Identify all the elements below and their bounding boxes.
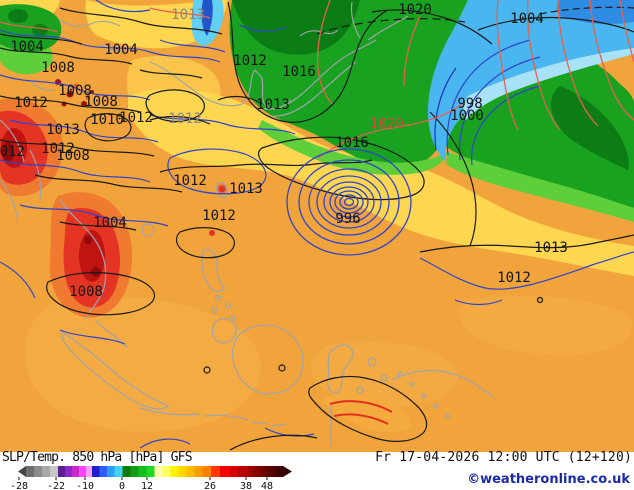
coastlines — [0, 1, 495, 446]
pressure-label-1020: 1020 — [370, 116, 404, 132]
colorbar-cell — [154, 466, 163, 477]
pressure-label-1012: 1012 — [14, 95, 48, 111]
colorbar-tick-label: -28 — [10, 481, 28, 490]
pressure-label-1012: 1012 — [202, 208, 236, 224]
pressure-label-1000: 1000 — [450, 108, 484, 124]
colorbar-cell — [211, 466, 220, 477]
colorbar-cell — [138, 466, 147, 477]
colorbar-cell — [261, 466, 268, 477]
colorbar-tick-mark — [84, 477, 86, 480]
colorbar-right-arrow — [283, 466, 292, 477]
colorbar-cell — [92, 466, 100, 477]
colorbar-cell — [229, 466, 238, 477]
colorbar-tick-mark — [121, 477, 123, 480]
colorbar-cell — [178, 466, 187, 477]
pressure-label-1012: 1012 — [0, 144, 25, 160]
pressure-label-1008: 1008 — [56, 148, 90, 164]
colorbar-cell — [268, 466, 276, 477]
colorbar-cell — [275, 466, 283, 477]
colorbar-tick-label: -10 — [76, 481, 94, 490]
pressure-label-996: 996 — [335, 211, 360, 227]
colorbar-tick-mark — [146, 477, 148, 480]
colorbar-ticks: -28 -22 -10 0 12 26 38 48 — [10, 477, 273, 490]
colorbar-tick-label: -22 — [47, 481, 65, 490]
pressure-label-1012: 1012 — [173, 173, 207, 189]
map-datetime: Fr 17-04-2026 12:00 UTC (12+120) — [375, 450, 632, 465]
copyright-link[interactable]: ©weatheronline.co.uk — [467, 472, 630, 487]
colorbar-tick-mark — [18, 477, 20, 480]
colorbar-cell — [79, 466, 86, 477]
colorbar-cell — [162, 466, 171, 477]
pressure-label-998: 998 — [457, 96, 482, 112]
colorbar-cell — [254, 466, 261, 477]
colorbar-cell — [65, 466, 72, 477]
pressure-label-1012: 1012 — [497, 270, 531, 286]
pressure-label-1012: 1012 — [119, 110, 153, 126]
pressure-label-1008: 1008 — [41, 60, 75, 76]
colorbar-tick-mark — [209, 477, 211, 480]
cyclone-center — [347, 200, 351, 204]
colorbar-cell — [122, 466, 131, 477]
colorbar-tick-label: 48 — [261, 481, 273, 490]
pressure-label-1013: 1013 — [229, 181, 263, 197]
pressure-label-1012: 1012 — [168, 111, 202, 127]
colorbar-cell — [238, 466, 247, 477]
colorbar-cell — [50, 466, 58, 477]
pressure-label-1008: 1008 — [69, 284, 103, 300]
colorbar-cell — [186, 466, 195, 477]
colorbar-cell — [99, 466, 107, 477]
colorbar-cell — [220, 466, 229, 477]
pressure-label-1004: 1004 — [10, 39, 44, 55]
pressure-label-1013: 1013 — [534, 240, 568, 256]
colorbar-cell — [72, 466, 79, 477]
pressure-label-1012: 1012 — [233, 53, 267, 69]
pressure-label-1013: 1013 — [171, 7, 205, 23]
colorbar-tick-label: 38 — [240, 481, 252, 490]
pressure-label-1004: 1004 — [93, 215, 127, 231]
colorbar-cell — [114, 466, 123, 477]
pressure-label-1004: 1004 — [510, 11, 544, 27]
isobar-contours-black — [0, 1, 634, 451]
colorbar-cell — [107, 466, 115, 477]
colorbar-tick-label: 26 — [204, 481, 216, 490]
pressure-label-1013: 1013 — [256, 97, 290, 113]
colorbar-cell — [130, 466, 139, 477]
colorbar-cell — [194, 466, 203, 477]
colorbar-cell — [34, 466, 42, 477]
colorbar-tick-mark — [245, 477, 247, 480]
colorbar-cell — [170, 466, 179, 477]
pressure-label-1010: 1010 — [90, 112, 124, 128]
colorbar-cells — [26, 466, 283, 477]
pressure-label-1020: 1020 — [398, 2, 432, 18]
colorbar-cell — [58, 466, 65, 477]
colorbar-cell — [26, 466, 34, 477]
colorbar-tick-label: 12 — [141, 481, 153, 490]
colorbar-tick-label: 0 — [119, 481, 125, 490]
cyclone-996 — [286, 148, 412, 256]
colorbar-cell — [86, 466, 92, 477]
pressure-label-1016: 1016 — [282, 64, 316, 80]
colorbar-cell — [42, 466, 50, 477]
temperature-colorbar: -28 -22 -10 0 12 26 38 48 — [10, 466, 292, 490]
colorbar-tick-mark — [55, 477, 57, 480]
isotherm-contours-red — [0, 0, 634, 425]
colorbar-tick-mark — [266, 477, 268, 480]
pressure-label-1016: 1016 — [335, 135, 369, 151]
colorbar-left-arrow — [18, 466, 26, 477]
pressure-label-1012: 1012 — [41, 141, 75, 157]
colorbar-cell — [202, 466, 211, 477]
colorbar-cell — [247, 466, 254, 477]
map-title: SLP/Temp. 850 hPa [hPa] GFS — [2, 450, 193, 465]
pressure-label-1013: 1013 — [46, 122, 80, 138]
pressure-label-1008: 1008 — [58, 83, 92, 99]
pressure-label-1008: 1008 — [84, 94, 118, 110]
colorbar-cell — [146, 466, 155, 477]
pressure-label-1004: 1004 — [104, 42, 138, 58]
